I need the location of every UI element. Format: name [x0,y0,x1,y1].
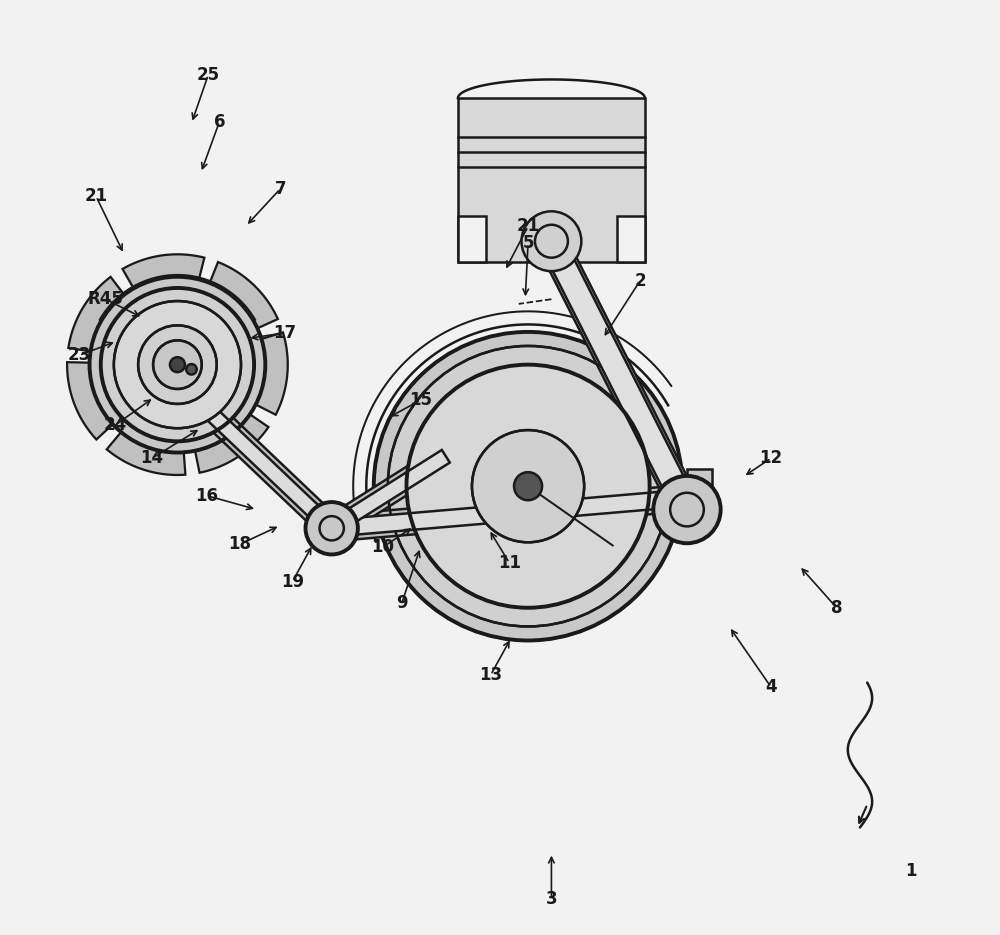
Text: 16: 16 [195,486,218,505]
Polygon shape [458,98,645,262]
Polygon shape [538,235,700,516]
Text: 11: 11 [498,554,521,572]
Polygon shape [687,469,712,503]
Text: 2: 2 [634,271,646,290]
Text: 12: 12 [760,449,783,468]
Polygon shape [204,407,337,534]
Circle shape [153,340,202,389]
Circle shape [138,325,217,404]
Polygon shape [67,362,119,439]
Polygon shape [122,254,204,295]
Text: 3: 3 [546,890,557,909]
Circle shape [522,211,581,271]
Polygon shape [331,490,683,537]
Circle shape [186,364,197,375]
Polygon shape [458,216,486,262]
Text: 24: 24 [103,416,126,435]
Text: 21: 21 [85,187,108,206]
Circle shape [406,365,650,608]
Polygon shape [325,446,452,539]
Circle shape [472,430,584,542]
Text: 7: 7 [274,180,286,198]
Circle shape [514,472,542,500]
Text: 6: 6 [214,112,225,131]
Circle shape [653,476,721,543]
Wedge shape [100,275,255,365]
Text: 23: 23 [68,346,91,365]
Wedge shape [379,486,662,640]
Polygon shape [207,262,278,332]
Text: 4: 4 [765,678,777,697]
Circle shape [90,277,265,453]
Text: 1: 1 [906,862,917,881]
Polygon shape [328,450,450,535]
Circle shape [374,332,682,640]
Text: R45: R45 [87,290,123,309]
Circle shape [114,301,241,428]
Text: 19: 19 [281,572,304,591]
Text: 5: 5 [522,234,534,252]
Text: 8: 8 [831,598,842,617]
Text: 17: 17 [273,324,297,342]
Circle shape [306,502,358,554]
Text: 14: 14 [141,449,164,468]
Polygon shape [193,410,268,473]
Polygon shape [201,403,340,537]
Text: 25: 25 [197,65,220,84]
Circle shape [170,357,185,372]
Text: 15: 15 [409,391,432,410]
Text: 10: 10 [372,538,395,556]
Circle shape [101,288,254,441]
Polygon shape [107,425,185,475]
Text: 13: 13 [479,666,502,684]
Polygon shape [248,333,288,415]
Polygon shape [617,216,645,262]
Polygon shape [541,236,698,515]
Polygon shape [68,277,129,352]
Circle shape [388,346,668,626]
Text: 21: 21 [516,217,540,236]
Text: 9: 9 [396,594,408,612]
Text: 18: 18 [229,535,252,554]
Polygon shape [331,485,683,541]
